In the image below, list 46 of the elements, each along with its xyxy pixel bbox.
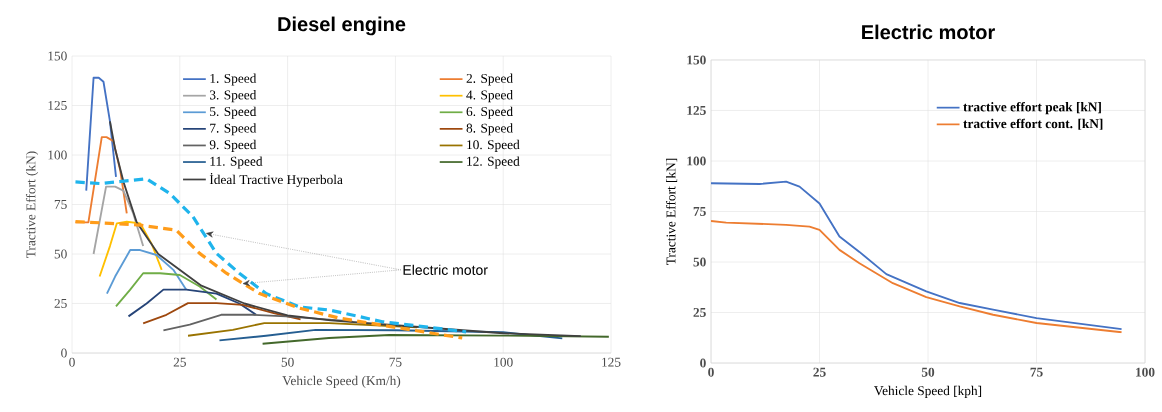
y-tick-label: 150 <box>48 51 67 61</box>
legend-label: 5. Speed <box>210 106 257 119</box>
y-tick-label: 150 <box>687 55 706 65</box>
y-axis-title: Tractive Effort (kN) <box>25 151 39 258</box>
legend-label: İdeal Tractive Hyperbola <box>209 172 343 187</box>
legend-label: 4. Speed <box>466 90 513 103</box>
y-tick-label: 75 <box>54 200 67 209</box>
x-tick-label: 50 <box>921 367 935 377</box>
y-tick-label: 100 <box>48 150 67 160</box>
legend-label: tractive effort peak [kN] <box>963 101 1101 115</box>
y-tick-label: 100 <box>687 156 706 166</box>
chart-title: Electric motor <box>862 24 995 40</box>
x-tick-label: 75 <box>1030 367 1043 377</box>
y-axis-title: Tractive Effort [kN] <box>665 158 678 265</box>
y-tick-label: 25 <box>54 299 67 308</box>
legend-label: 6. Speed <box>466 106 513 119</box>
x-axis-title: Vehicle Speed [kph] <box>874 385 982 398</box>
legend-label: 11. Speed <box>210 156 263 169</box>
legend-label: 8. Speed <box>466 123 513 136</box>
legend-label: 7. Speed <box>210 123 257 136</box>
x-tick-label: 50 <box>281 357 294 367</box>
legend-label: 3. Speed <box>209 90 257 103</box>
y-tick-label: 75 <box>693 207 706 216</box>
x-tick-label: 75 <box>389 357 402 367</box>
legend-label: 2. Speed <box>466 73 513 86</box>
annotation: Electric motor <box>403 264 488 275</box>
legend-label: tractive effort cont. [kN] <box>963 118 1103 130</box>
x-tick-label: 25 <box>173 357 186 367</box>
x-tick-label: 125 <box>602 357 621 367</box>
y-tick-label: 50 <box>693 257 706 267</box>
x-axis-title: Vehicle Speed (Km/h) <box>282 375 401 388</box>
y-tick-label: 125 <box>48 101 67 110</box>
legend-label: 12. Speed <box>467 156 520 169</box>
legend-label: 1. Speed <box>210 73 257 86</box>
legend-label: 10. Speed <box>467 139 520 152</box>
y-tick-label: 25 <box>693 308 706 317</box>
x-tick-label: 0 <box>69 357 75 367</box>
x-tick-label: 100 <box>494 357 513 367</box>
chart-title: Diesel engine <box>278 16 406 36</box>
x-tick-label: 100 <box>1136 367 1155 377</box>
x-tick-label: 25 <box>813 367 826 377</box>
x-tick-label: 0 <box>708 367 714 377</box>
y-tick-label: 0 <box>61 348 67 358</box>
y-tick-label: 125 <box>687 106 706 115</box>
y-tick-label: 50 <box>54 249 67 259</box>
legend-label: 9. Speed <box>209 139 257 152</box>
